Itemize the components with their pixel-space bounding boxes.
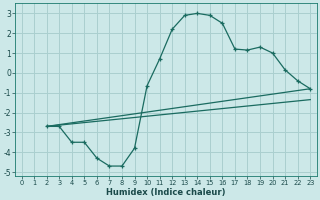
X-axis label: Humidex (Indice chaleur): Humidex (Indice chaleur) <box>106 188 226 197</box>
